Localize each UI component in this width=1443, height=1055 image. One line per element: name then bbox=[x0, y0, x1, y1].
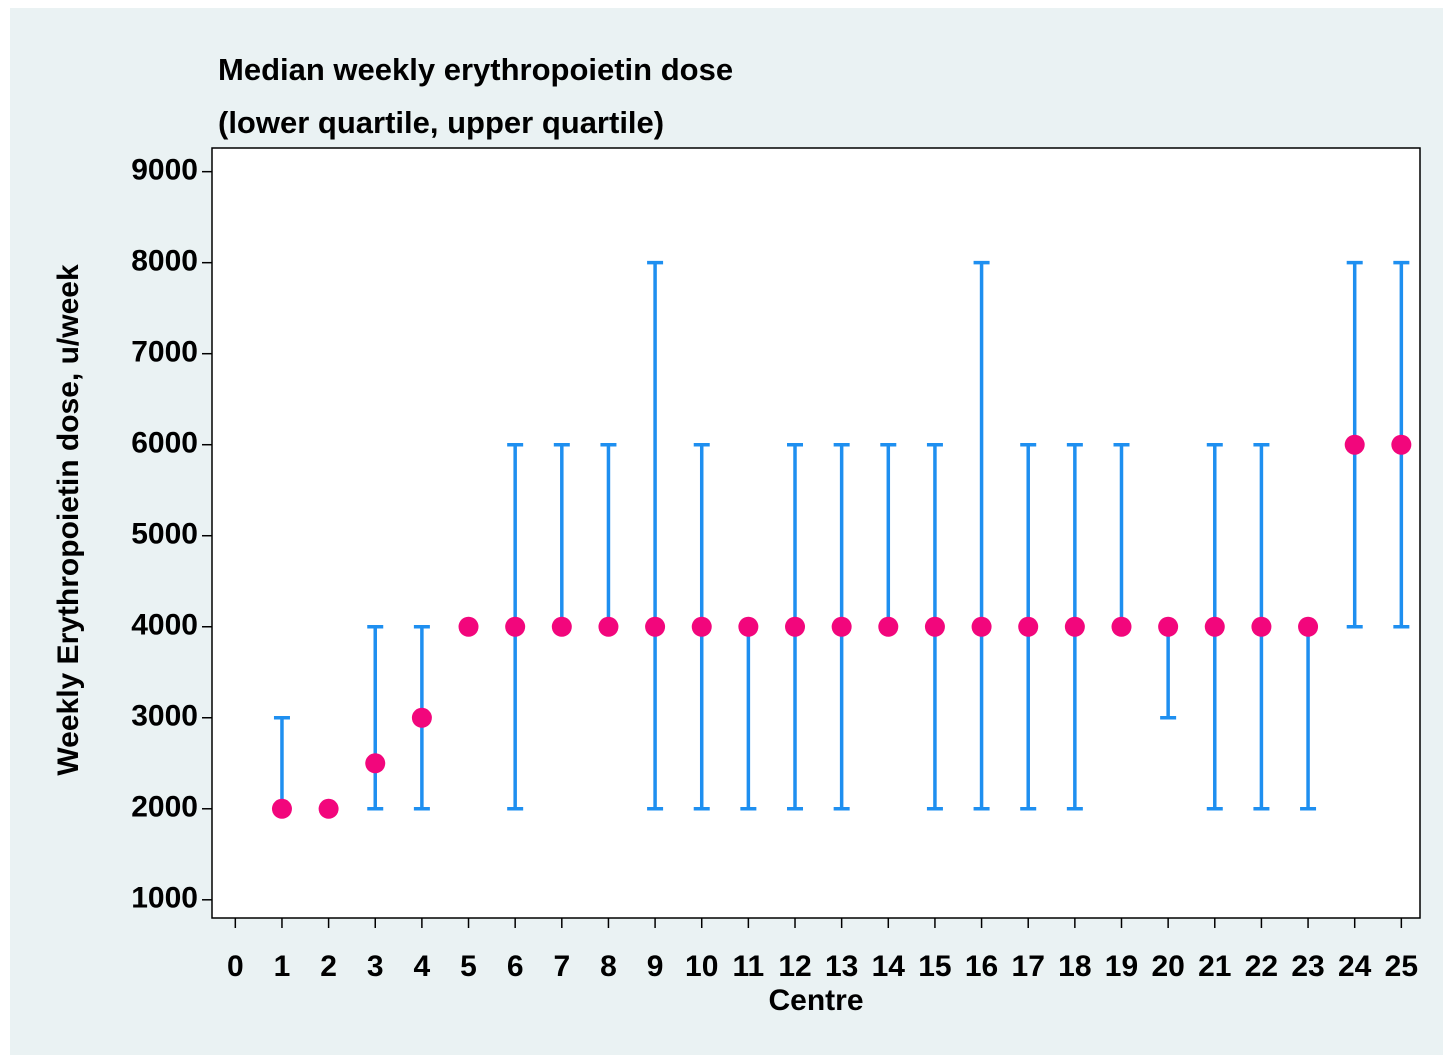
median-point bbox=[1251, 616, 1272, 637]
median-point bbox=[785, 616, 806, 637]
y-tick-label: 3000 bbox=[131, 700, 198, 733]
median-point bbox=[411, 707, 432, 728]
median-point bbox=[458, 616, 479, 637]
x-tick-label: 7 bbox=[553, 950, 570, 983]
x-tick-label: 16 bbox=[965, 950, 998, 983]
x-tick-label: 11 bbox=[733, 950, 765, 983]
median-point bbox=[1298, 616, 1319, 637]
y-tick-label: 8000 bbox=[131, 245, 198, 278]
x-tick-label: 21 bbox=[1198, 950, 1231, 983]
median-point bbox=[691, 616, 712, 637]
x-tick-label: 15 bbox=[918, 950, 951, 983]
x-tick-label: 5 bbox=[460, 950, 477, 983]
median-point bbox=[971, 616, 992, 637]
x-tick-label: 13 bbox=[825, 950, 858, 983]
x-tick-label: 6 bbox=[507, 950, 524, 983]
x-tick-label: 19 bbox=[1105, 950, 1138, 983]
x-tick-label: 3 bbox=[367, 950, 384, 983]
x-tick-label: 2 bbox=[320, 950, 337, 983]
x-tick-label: 17 bbox=[1012, 950, 1045, 983]
x-axis-label: Centre bbox=[768, 984, 863, 1017]
x-tick-label: 0 bbox=[227, 950, 244, 983]
y-tick-label: 2000 bbox=[131, 791, 198, 824]
median-point bbox=[318, 798, 339, 819]
median-point bbox=[645, 616, 666, 637]
x-tick-label: 12 bbox=[778, 950, 811, 983]
x-tick-label: 9 bbox=[647, 950, 664, 983]
median-point bbox=[1344, 434, 1365, 455]
median-point bbox=[924, 616, 945, 637]
chart-subtitle: (lower quartile, upper quartile) bbox=[218, 105, 664, 140]
x-tick-label: 18 bbox=[1058, 950, 1091, 983]
y-tick-label: 7000 bbox=[131, 336, 198, 369]
x-tick-label: 25 bbox=[1385, 950, 1418, 983]
median-point bbox=[505, 616, 526, 637]
median-point bbox=[598, 616, 619, 637]
x-tick-label: 14 bbox=[872, 950, 906, 983]
y-tick-label: 4000 bbox=[131, 609, 198, 642]
y-tick-label: 6000 bbox=[131, 427, 198, 460]
median-point bbox=[1064, 616, 1085, 637]
median-point bbox=[738, 616, 759, 637]
x-tick-label: 24 bbox=[1338, 950, 1372, 983]
median-point bbox=[878, 616, 899, 637]
y-tick-label: 9000 bbox=[131, 154, 198, 187]
x-tick-label: 20 bbox=[1151, 950, 1184, 983]
median-point bbox=[831, 616, 852, 637]
x-tick-label: 10 bbox=[685, 950, 718, 983]
y-axis-label: Weekly Erythropoietin dose, u/week bbox=[52, 264, 85, 776]
median-point bbox=[1018, 616, 1039, 637]
median-point bbox=[1158, 616, 1179, 637]
y-tick-label: 5000 bbox=[131, 518, 198, 551]
chart-title: Median weekly erythropoietin dose bbox=[218, 52, 733, 87]
median-point bbox=[1391, 434, 1412, 455]
median-point bbox=[1204, 616, 1225, 637]
plot-area bbox=[211, 147, 1421, 919]
x-tick-label: 22 bbox=[1245, 950, 1278, 983]
median-point bbox=[551, 616, 572, 637]
y-tick-label: 1000 bbox=[131, 882, 198, 915]
median-point bbox=[365, 753, 386, 774]
x-tick-label: 8 bbox=[600, 950, 617, 983]
x-tick-label: 23 bbox=[1291, 950, 1324, 983]
x-tick-label: 1 bbox=[274, 950, 291, 983]
x-tick-label: 4 bbox=[414, 950, 431, 983]
median-point bbox=[271, 798, 292, 819]
median-point bbox=[1111, 616, 1132, 637]
